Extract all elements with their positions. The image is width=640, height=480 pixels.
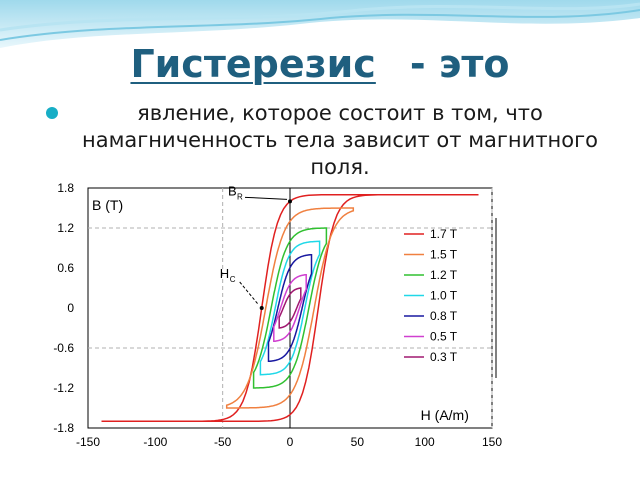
y-tick-label: 1.2 [57, 221, 74, 235]
series-loop [252, 227, 328, 389]
legend-label: 0.3 T [430, 350, 458, 364]
legend-label: 0.5 T [430, 330, 458, 344]
y-tick-label: 0 [67, 301, 74, 315]
x-tick-label: 0 [287, 435, 294, 449]
decorative-wave-header [0, 0, 640, 48]
annotation-label: B [228, 183, 237, 198]
wave-line [0, 2, 640, 32]
annotation-arrow [244, 196, 288, 200]
x-tick-label: 100 [415, 435, 435, 449]
series-loop [278, 287, 302, 329]
y-tick-label: 1.8 [57, 182, 74, 195]
y-tick-label: -1.8 [53, 421, 74, 435]
annotation-marker [288, 199, 292, 204]
legend-label: 1.7 T [430, 227, 458, 241]
series-loop [101, 193, 479, 423]
annotation-marker [259, 306, 264, 310]
legend-label: 1.2 T [430, 268, 458, 282]
x-tick-label: 150 [482, 435, 502, 449]
series-loop [225, 207, 355, 409]
annotation-subscript: R [237, 192, 243, 201]
x-tick-label: -150 [76, 435, 100, 449]
bullet-dot-icon [46, 107, 58, 119]
y-tick-label: -0.6 [53, 341, 74, 355]
y-tick-label: 0.6 [57, 261, 74, 275]
legend-label: 1.5 T [430, 248, 458, 262]
x-tick-label: 50 [351, 435, 365, 449]
wave-line [0, 9, 640, 41]
series-loop [273, 273, 307, 343]
x-axis-label: H (A/m) [421, 407, 469, 423]
title-rest: - это [409, 42, 510, 86]
wave-band [0, 0, 640, 48]
hysteresis-chart: -150 -100 -50 0 50 100 150 1.8 1.2 0.6 0 -0.6 -1.2 -1… [53, 182, 502, 449]
annotation-subscript: C [230, 275, 236, 284]
series-loop [259, 240, 321, 376]
x-tick-label: -50 [214, 435, 232, 449]
title-term: Гистерезис [130, 42, 376, 86]
bullet-text: явление, которое состоит в том, что нама… [81, 101, 599, 179]
legend-label: 0.8 T [430, 309, 458, 323]
slide-title: Гистерезис - это [0, 40, 640, 88]
y-tick-label: -1.2 [53, 381, 74, 395]
y-axis-label: B (T) [92, 197, 123, 213]
x-tick-label: -100 [143, 435, 167, 449]
series-loop [267, 253, 313, 363]
legend-label: 1.0 T [430, 289, 458, 303]
bullet-item: явление, которое состоит в том, что нама… [46, 100, 610, 181]
annotation-label: H [220, 266, 229, 281]
